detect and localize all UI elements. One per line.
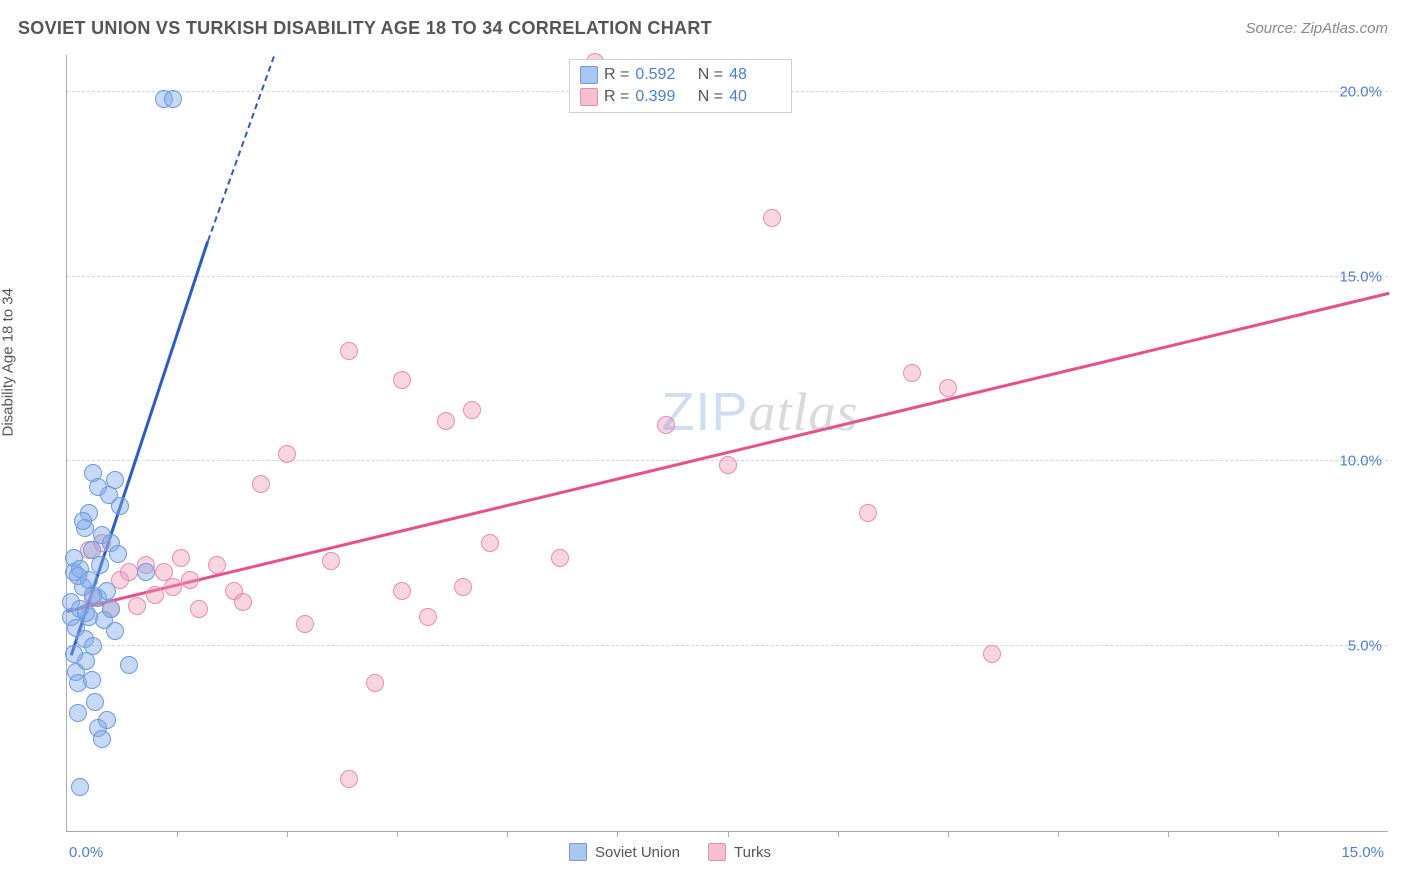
y-tick-label: 20.0% xyxy=(1339,83,1382,100)
data-point-soviet xyxy=(77,604,95,622)
chart-title: SOVIET UNION VS TURKISH DISABILITY AGE 1… xyxy=(18,18,712,39)
data-point-soviet xyxy=(71,778,89,796)
y-tick-label: 15.0% xyxy=(1339,268,1382,285)
data-point-turks xyxy=(763,209,781,227)
data-point-soviet xyxy=(86,693,104,711)
x-tick-mark xyxy=(948,831,949,837)
data-point-turks xyxy=(146,586,164,604)
x-tick-mark xyxy=(617,831,618,837)
x-tick-mark xyxy=(507,831,508,837)
data-point-soviet xyxy=(120,656,138,674)
stats-row-soviet: R = 0.592 N = 48 xyxy=(580,64,781,86)
x-tick-mark xyxy=(1168,831,1169,837)
data-point-soviet xyxy=(102,600,120,618)
data-point-turks xyxy=(419,608,437,626)
swatch-soviet xyxy=(580,66,598,84)
data-point-turks xyxy=(340,342,358,360)
legend-item-turks: Turks xyxy=(708,843,771,861)
data-point-soviet xyxy=(164,90,182,108)
x-tick-mark xyxy=(397,831,398,837)
data-point-soviet xyxy=(111,497,129,515)
x-axis-max-label: 15.0% xyxy=(1341,844,1384,861)
data-point-soviet xyxy=(74,512,92,530)
gridline xyxy=(67,276,1388,277)
plot-area: ZIPatlas R = 0.592 N = 48 R = 0.399 N = … xyxy=(66,55,1388,832)
data-point-turks xyxy=(278,445,296,463)
stats-legend: R = 0.592 N = 48 R = 0.399 N = 40 xyxy=(569,59,792,113)
data-point-turks xyxy=(719,456,737,474)
data-point-soviet xyxy=(106,622,124,640)
data-point-turks xyxy=(437,412,455,430)
y-axis-label: Disability Age 18 to 34 xyxy=(0,288,17,436)
data-point-soviet xyxy=(84,637,102,655)
legend-item-soviet: Soviet Union xyxy=(569,843,680,861)
n-value-soviet: 48 xyxy=(729,66,781,84)
x-tick-mark xyxy=(1278,831,1279,837)
data-point-turks xyxy=(859,504,877,522)
y-tick-label: 10.0% xyxy=(1339,453,1382,470)
legend-label-turks: Turks xyxy=(734,844,771,861)
series-legend: Soviet Union Turks xyxy=(569,843,771,861)
data-point-turks xyxy=(181,571,199,589)
data-point-turks xyxy=(234,593,252,611)
data-point-turks xyxy=(983,645,1001,663)
swatch-turks xyxy=(580,88,598,106)
x-tick-mark xyxy=(1058,831,1059,837)
data-point-turks xyxy=(252,475,270,493)
data-point-turks xyxy=(366,674,384,692)
data-point-soviet xyxy=(65,645,83,663)
data-point-turks xyxy=(903,364,921,382)
data-point-turks xyxy=(172,549,190,567)
data-point-turks xyxy=(657,416,675,434)
legend-label-soviet: Soviet Union xyxy=(595,844,680,861)
data-point-soviet xyxy=(98,711,116,729)
data-point-turks xyxy=(481,534,499,552)
data-point-soviet xyxy=(83,671,101,689)
data-point-soviet xyxy=(93,730,111,748)
r-value-turks: 0.399 xyxy=(635,88,687,106)
x-tick-mark xyxy=(728,831,729,837)
trend-line-ext-soviet xyxy=(207,56,275,242)
data-point-soviet xyxy=(91,556,109,574)
y-tick-label: 5.0% xyxy=(1348,638,1382,655)
data-point-soviet xyxy=(106,471,124,489)
r-value-soviet: 0.592 xyxy=(635,66,687,84)
data-point-soviet xyxy=(69,567,87,585)
x-tick-mark xyxy=(177,831,178,837)
data-point-turks xyxy=(393,371,411,389)
data-point-turks xyxy=(120,563,138,581)
stats-row-turks: R = 0.399 N = 40 xyxy=(580,86,781,108)
x-axis-min-label: 0.0% xyxy=(69,844,103,861)
watermark: ZIPatlas xyxy=(661,381,858,443)
data-point-turks xyxy=(393,582,411,600)
data-point-turks xyxy=(939,379,957,397)
data-point-turks xyxy=(463,401,481,419)
data-point-soviet xyxy=(109,545,127,563)
gridline xyxy=(67,645,1388,646)
n-value-turks: 40 xyxy=(729,88,781,106)
data-point-turks xyxy=(340,770,358,788)
data-point-turks xyxy=(551,549,569,567)
data-point-turks xyxy=(322,552,340,570)
data-point-soviet xyxy=(84,586,102,604)
data-point-turks xyxy=(164,578,182,596)
watermark-brand-1: ZIP xyxy=(661,382,748,442)
data-point-turks xyxy=(128,597,146,615)
source-attribution: Source: ZipAtlas.com xyxy=(1245,20,1388,37)
trend-line-turks xyxy=(67,292,1390,613)
swatch-soviet-icon xyxy=(569,843,587,861)
data-point-turks xyxy=(190,600,208,618)
x-tick-mark xyxy=(838,831,839,837)
chart-container: Disability Age 18 to 34 ZIPatlas R = 0.5… xyxy=(18,55,1388,880)
data-point-turks xyxy=(454,578,472,596)
data-point-soviet xyxy=(137,563,155,581)
data-point-turks xyxy=(296,615,314,633)
swatch-turks-icon xyxy=(708,843,726,861)
data-point-turks xyxy=(208,556,226,574)
x-tick-mark xyxy=(287,831,288,837)
data-point-soviet xyxy=(69,704,87,722)
